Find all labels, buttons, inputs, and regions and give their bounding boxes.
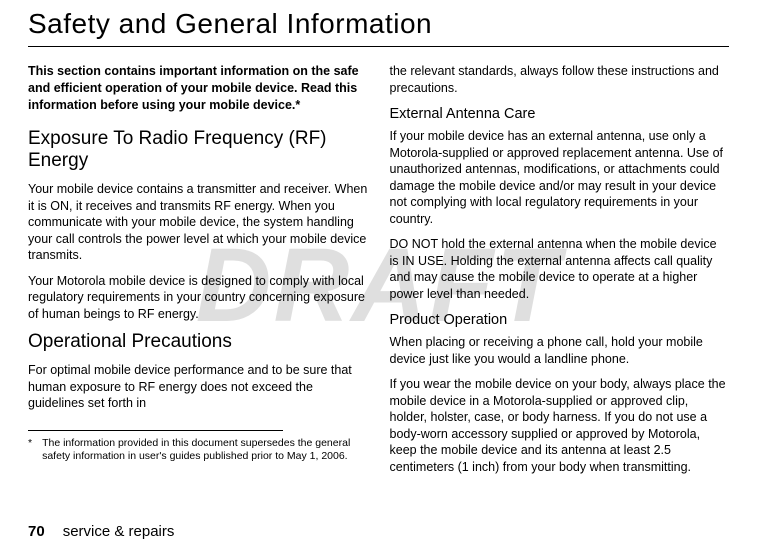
product-op-heading: Product Operation	[390, 311, 730, 330]
page-content: Safety and General Information This sect…	[28, 8, 729, 484]
rf-para-2: Your Motorola mobile device is designed …	[28, 273, 368, 323]
footnote: * The information provided in this docum…	[28, 437, 368, 464]
page-footer: 70 service & repairs	[28, 523, 174, 540]
antenna-para-1: If your mobile device has an external an…	[390, 128, 730, 227]
page-number: 70	[28, 523, 45, 540]
left-column: This section contains important informat…	[28, 63, 368, 484]
product-op-para-2: If you wear the mobile device on your bo…	[390, 376, 730, 475]
footnote-text: The information provided in this documen…	[42, 437, 367, 464]
antenna-heading: External Antenna Care	[390, 105, 730, 124]
footnote-divider	[28, 430, 283, 431]
footer-section-label: service & repairs	[63, 523, 175, 540]
operational-heading: Operational Precautions	[28, 331, 368, 354]
intro-paragraph: This section contains important informat…	[28, 63, 368, 114]
antenna-para-2: DO NOT hold the external antenna when th…	[390, 236, 730, 302]
rf-para-1: Your mobile device contains a transmitte…	[28, 181, 368, 264]
operational-para: For optimal mobile device performance an…	[28, 362, 368, 412]
footnote-marker: *	[28, 437, 32, 464]
page-title: Safety and General Information	[28, 8, 729, 47]
product-op-para-1: When placing or receiving a phone call, …	[390, 334, 730, 367]
two-column-layout: This section contains important informat…	[28, 63, 729, 484]
rf-energy-heading: Exposure To Radio Frequency (RF) Energy	[28, 128, 368, 174]
right-column: the relevant standards, always follow th…	[390, 63, 730, 484]
continuation-para: the relevant standards, always follow th…	[390, 63, 730, 96]
